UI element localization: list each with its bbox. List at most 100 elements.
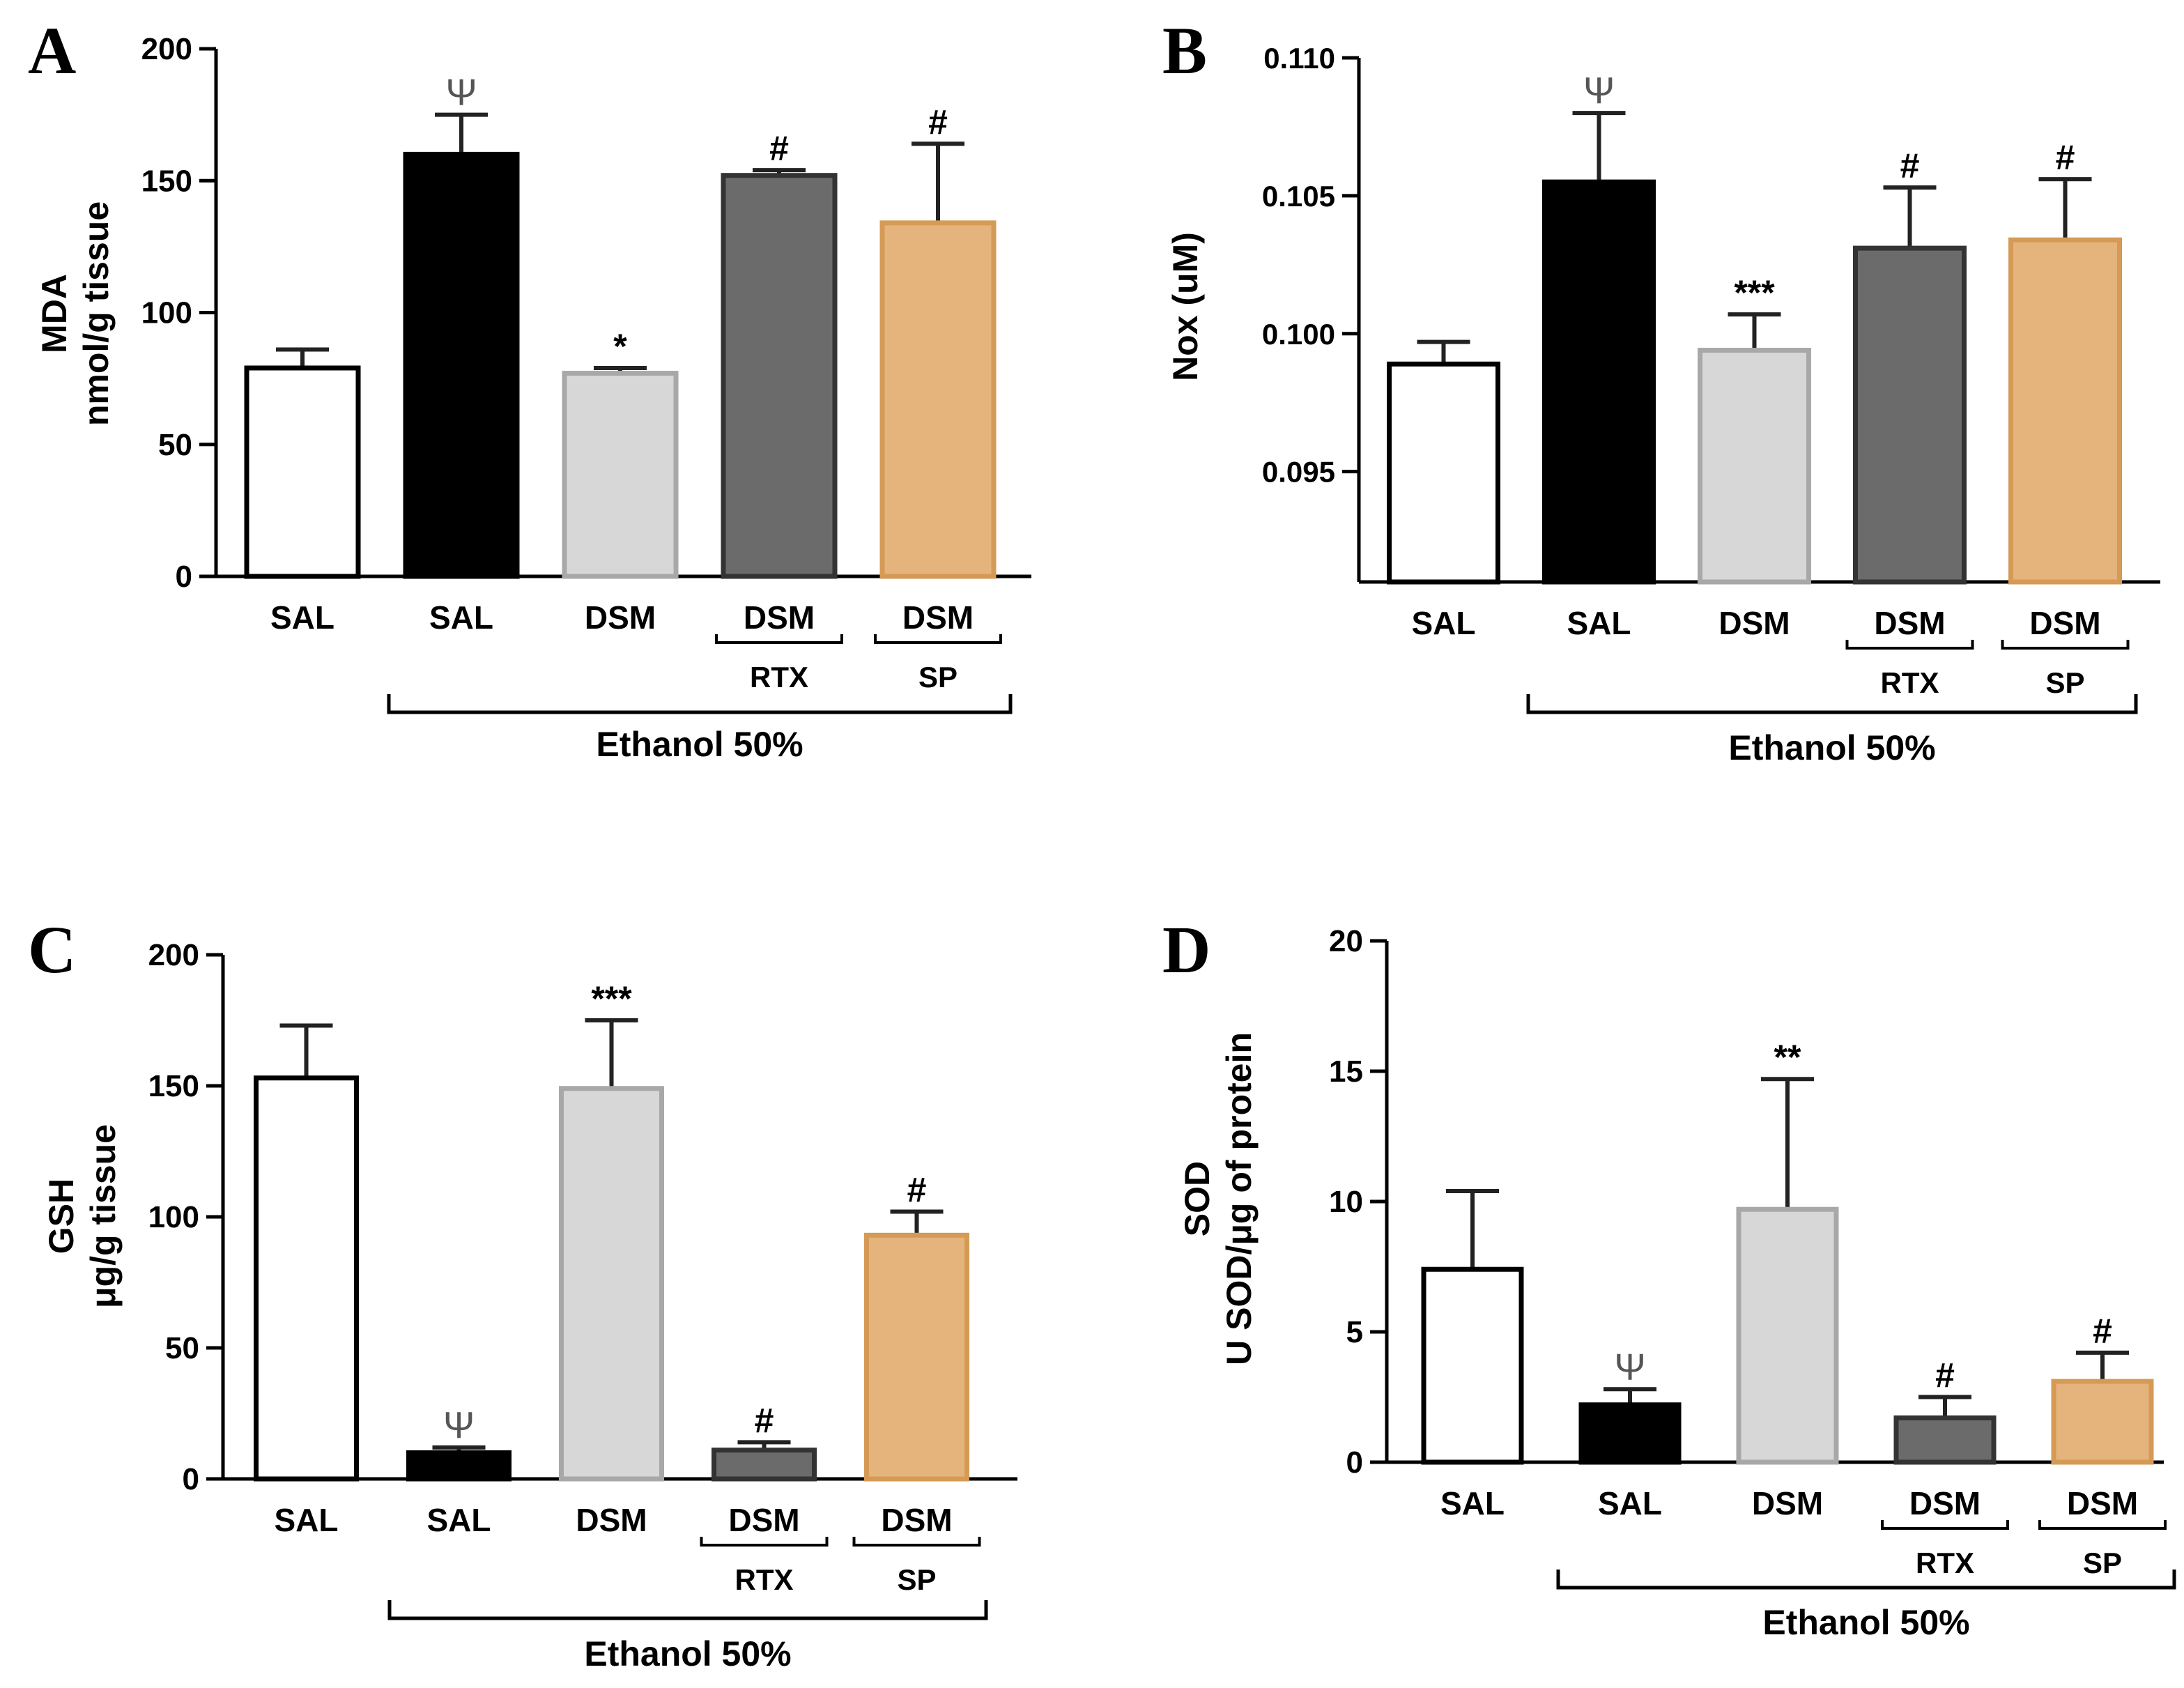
- x-category-label: SAL: [1412, 605, 1476, 641]
- x-sub-label: RTX: [750, 661, 808, 693]
- chart-panel-a: A 0 50 100 150 200 MDA nmol/g tissue SAL Ψ SAL * DSM…: [28, 13, 1031, 764]
- y-tick-label: 10: [1329, 1185, 1363, 1219]
- y-axis-label: MDA: [35, 274, 74, 353]
- x-sub-label: SP: [897, 1563, 936, 1596]
- group-label: Ethanol 50%: [596, 725, 803, 764]
- significance-mark: **: [1774, 1038, 1801, 1077]
- significance-mark: #: [928, 102, 948, 141]
- significance-mark: #: [1900, 146, 1920, 185]
- y-tick-label: 200: [148, 938, 199, 972]
- y-tick-label: 0: [1346, 1445, 1363, 1480]
- y-axis-label: μg/g tissue: [84, 1124, 123, 1308]
- group-bracket: [1526, 694, 2138, 714]
- x-category-label: DSM: [576, 1502, 647, 1538]
- y-axis-label: SOD: [1178, 1161, 1217, 1236]
- y-tick-label: 15: [1329, 1054, 1363, 1089]
- group-label: Ethanol 50%: [1728, 728, 1935, 767]
- bar: [254, 1075, 359, 1482]
- x-category-label: DSM: [2029, 605, 2100, 641]
- y-tick-label: 0.110: [1263, 42, 1335, 75]
- significance-mark: ***: [591, 979, 632, 1018]
- x-category-label: DSM: [744, 599, 815, 636]
- bar: [2051, 1379, 2154, 1465]
- significance-mark: Ψ: [1583, 70, 1615, 112]
- x-category-label: DSM: [902, 599, 974, 636]
- bar: [721, 173, 838, 579]
- sub-bracket: [852, 1537, 981, 1547]
- bar: [1736, 1206, 1839, 1465]
- bar: [403, 151, 520, 579]
- y-tick-label: 50: [165, 1331, 199, 1365]
- bar: [1853, 245, 1967, 585]
- y-tick-label: 5: [1346, 1315, 1363, 1349]
- bar: [1698, 348, 1811, 585]
- y-axis-label: Nox (uM): [1166, 232, 1205, 381]
- panel-letter: B: [1162, 13, 1207, 88]
- y-tick-label: 20: [1329, 924, 1363, 958]
- bar: [1578, 1402, 1682, 1465]
- sub-bracket: [715, 634, 843, 644]
- x-category-label: DSM: [1909, 1485, 1981, 1521]
- bar: [1387, 361, 1500, 585]
- panel-letter: C: [28, 912, 76, 987]
- y-tick-label: 100: [141, 296, 192, 330]
- bar: [406, 1450, 512, 1482]
- y-tick-label: 150: [148, 1069, 199, 1103]
- y-axis-label: U SOD/μg of protein: [1220, 1032, 1259, 1365]
- significance-mark: #: [2093, 1312, 2112, 1351]
- significance-mark: #: [769, 129, 789, 168]
- significance-mark: #: [755, 1401, 774, 1440]
- x-sub-label: RTX: [1881, 666, 1939, 699]
- y-tick-label: 100: [148, 1200, 199, 1234]
- group-label: Ethanol 50%: [584, 1634, 791, 1673]
- significance-mark: #: [907, 1170, 927, 1209]
- chart-panel-b: B 0.095 0.100 0.105 0.110 Nox (uM) SAL Ψ SAL *** D…: [1162, 13, 2160, 767]
- y-tick-label: 0: [176, 560, 192, 594]
- sub-bracket: [1845, 640, 1974, 650]
- bar: [559, 1086, 664, 1482]
- bar: [712, 1448, 817, 1482]
- bar: [1542, 179, 1656, 585]
- x-category-label: DSM: [728, 1502, 799, 1538]
- y-tick-label: 50: [158, 428, 192, 462]
- x-sub-label: RTX: [735, 1563, 794, 1596]
- bar: [1893, 1415, 1997, 1465]
- chart-panel-d: D 0 5 10 15 20 SOD U SOD/μg of protein SAL Ψ SAL **…: [1162, 912, 2176, 1642]
- y-tick-label: 0.105: [1262, 180, 1335, 213]
- significance-mark: *: [613, 327, 627, 366]
- x-sub-label: RTX: [1916, 1547, 1974, 1579]
- group-bracket: [1556, 1570, 2176, 1590]
- significance-mark: Ψ: [443, 1404, 475, 1446]
- sub-bracket: [700, 1537, 829, 1547]
- y-tick-label: 200: [141, 32, 192, 66]
- x-sub-label: SP: [2083, 1547, 2122, 1579]
- y-tick-label: 0.095: [1262, 456, 1335, 489]
- significance-mark: #: [1935, 1356, 1955, 1395]
- x-category-label: DSM: [1718, 605, 1790, 641]
- x-category-label: SAL: [1567, 605, 1631, 641]
- x-sub-label: SP: [918, 661, 958, 693]
- y-tick-label: 150: [141, 164, 192, 198]
- bar: [879, 220, 997, 579]
- significance-mark: #: [2056, 138, 2075, 177]
- x-category-label: DSM: [585, 599, 656, 636]
- x-category-label: DSM: [1752, 1485, 1823, 1521]
- significance-mark: ***: [1734, 273, 1775, 312]
- panel-letter: A: [28, 13, 76, 88]
- x-category-label: SAL: [1440, 1485, 1505, 1521]
- x-category-label: SAL: [1598, 1485, 1662, 1521]
- x-category-label: SAL: [270, 599, 334, 636]
- sub-bracket: [2038, 1520, 2167, 1530]
- x-category-label: DSM: [881, 1502, 952, 1538]
- x-category-label: SAL: [275, 1502, 339, 1538]
- bar: [1421, 1266, 1524, 1465]
- sub-bracket: [874, 634, 1002, 644]
- sub-bracket: [1881, 1520, 2009, 1530]
- significance-mark: Ψ: [445, 72, 477, 114]
- x-category-label: SAL: [429, 599, 493, 636]
- y-tick-label: 0.100: [1262, 318, 1335, 351]
- x-category-label: SAL: [427, 1502, 491, 1538]
- x-category-label: DSM: [1874, 605, 1945, 641]
- group-label: Ethanol 50%: [1762, 1603, 1969, 1642]
